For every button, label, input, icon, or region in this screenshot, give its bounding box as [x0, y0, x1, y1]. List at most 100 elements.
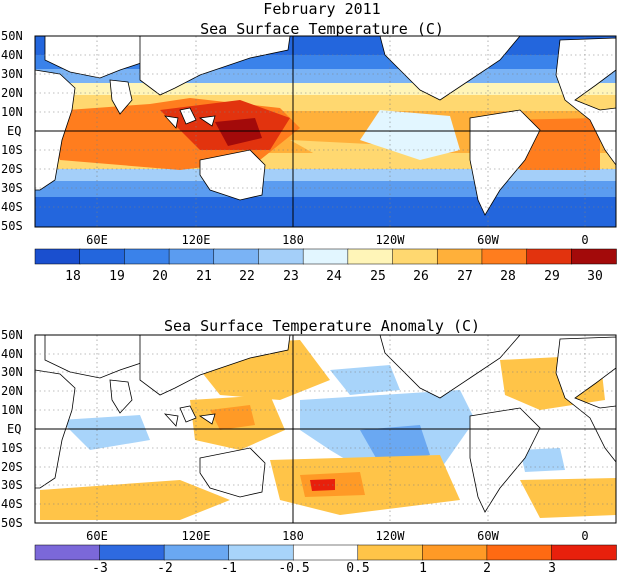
colorbar-label: -1	[221, 561, 237, 575]
colorbar-labels-sst: 18 19 20 21 22 23 24 25 26 27 28 29 30	[65, 269, 603, 284]
lon-label: 120W	[376, 529, 406, 543]
lon-label: 120E	[182, 529, 211, 543]
land-europe-africa-east	[555, 37, 616, 166]
colorbar-label: 30	[587, 269, 603, 284]
lat-label: 40N	[1, 48, 23, 62]
land-asia	[139, 36, 291, 96]
map-sst	[34, 35, 617, 228]
lon-label: 120W	[376, 233, 406, 247]
lat-label: 40S	[1, 497, 23, 511]
figure-title: February 2011	[263, 0, 380, 18]
lon-label: 60W	[477, 529, 499, 543]
sst-colorbar-swatch-1	[79, 248, 126, 265]
land-maritime-continent	[163, 405, 216, 427]
anom-cold-south-atlantic	[520, 448, 565, 472]
sst-colorbar-swatch-0	[34, 248, 81, 265]
lat-label: 50S	[1, 219, 23, 233]
colorbar-label: -2	[157, 561, 173, 575]
anom-colorbar-swatch-3	[228, 544, 294, 561]
lat-label: 50S	[1, 516, 23, 530]
sst-colorbar-swatch-4	[213, 248, 260, 265]
colorbar-label: 23	[283, 269, 299, 284]
lat-label: 40S	[1, 200, 23, 214]
sst-band-30n	[35, 69, 616, 83]
land-asia	[139, 335, 291, 396]
sst-band-30s	[35, 169, 616, 181]
colorbar-label: -0.5	[278, 561, 309, 575]
lon-label: 60E	[86, 529, 108, 543]
sst-colorbar-swatch-6	[302, 248, 349, 265]
lat-label: 30N	[1, 365, 23, 379]
land-maritime-continent	[163, 107, 216, 129]
anom-cold-north-pacific	[330, 365, 400, 395]
anom-colorbar-swatch-1	[99, 544, 165, 561]
lat-label: EQ	[7, 422, 21, 436]
lat-label: 40N	[1, 347, 23, 361]
anom-warm-south-pacific-peak	[310, 479, 335, 491]
lat-label: 20N	[1, 384, 23, 398]
land-europe-africa-east	[555, 336, 616, 463]
colorbar-label: 18	[65, 269, 81, 284]
colorbar-label: 21	[196, 269, 212, 284]
lat-label: 20S	[1, 162, 23, 176]
land-africa	[35, 69, 76, 191]
anom-warm-south-indian	[40, 480, 230, 520]
anom-colorbar-swatch-4	[292, 544, 359, 561]
lat-label: 50N	[1, 29, 23, 43]
lat-label: 10N	[1, 403, 23, 417]
sst-colorbar-swatch-11	[526, 248, 573, 265]
colorbar-label: 22	[239, 269, 255, 284]
sst-colorbar-swatch-8	[392, 248, 438, 265]
sst-colorbar-swatch-7	[347, 248, 394, 265]
lat-label: 10N	[1, 105, 23, 119]
colorbar-label: 20	[152, 269, 168, 284]
lon-label: 120E	[182, 233, 211, 247]
anom-cold-core	[360, 425, 430, 465]
lon-labels-sst: 60E 120E 180 120W 60W 0	[86, 233, 588, 247]
sst-colorbar-swatch-12	[571, 248, 617, 265]
panel-title-anom: Sea Surface Temperature Anomaly (C)	[164, 317, 480, 335]
colorbar-label: 19	[109, 269, 125, 284]
lon-label: 0	[581, 233, 588, 247]
lon-label: 60E	[86, 233, 108, 247]
frame-anom	[34, 334, 617, 524]
lat-label: EQ	[7, 124, 21, 138]
colorbar-anom	[34, 544, 617, 561]
lon-label: 60W	[477, 233, 499, 247]
land-india	[109, 379, 133, 414]
colorbar-label: 25	[370, 269, 386, 284]
sst-colorbar-swatch-5	[258, 248, 304, 265]
sst-band-35s	[35, 181, 616, 197]
anom-colorbar-swatch-7	[486, 544, 553, 561]
land-india	[109, 79, 133, 115]
anom-colorbar-swatch-6	[422, 544, 488, 561]
sst-colorbar-swatch-3	[168, 248, 215, 265]
sst-colorbar-swatch-2	[124, 248, 170, 265]
colorbar-label: -3	[92, 561, 108, 575]
colorbar-labels-anom: -3 -2 -1 -0.5 0.5 1 2 3	[92, 561, 556, 576]
land-south-america	[469, 407, 541, 513]
lon-label: 0	[581, 529, 588, 543]
lat-label: 20S	[1, 460, 23, 474]
cold-tongue	[360, 110, 460, 160]
lat-label: 30S	[1, 478, 23, 492]
anom-colorbar-swatch-5	[357, 544, 424, 561]
land-south-america	[469, 109, 541, 216]
colorbar-label: 27	[457, 269, 473, 284]
lon-label: 180	[282, 529, 304, 543]
colorbar-label: 2	[483, 561, 491, 575]
colorbar-label: 3	[548, 561, 556, 575]
map-anom	[34, 334, 617, 524]
anom-colorbar-swatch-0	[34, 544, 101, 561]
lat-label: 30S	[1, 181, 23, 195]
warm-pool-core	[215, 118, 262, 146]
lat-label: 50N	[1, 328, 23, 342]
lat-label: 10S	[1, 441, 23, 455]
colorbar-sst	[34, 248, 617, 265]
lat-labels-anom: 50N 40N 30N 20N 10N EQ 10S 20S 30S 40S 5…	[1, 328, 23, 530]
colorbar-label: 26	[413, 269, 429, 284]
anom-colorbar-swatch-8	[551, 544, 617, 561]
land-australia	[199, 149, 266, 201]
sst-colorbar-swatch-10	[481, 248, 528, 265]
